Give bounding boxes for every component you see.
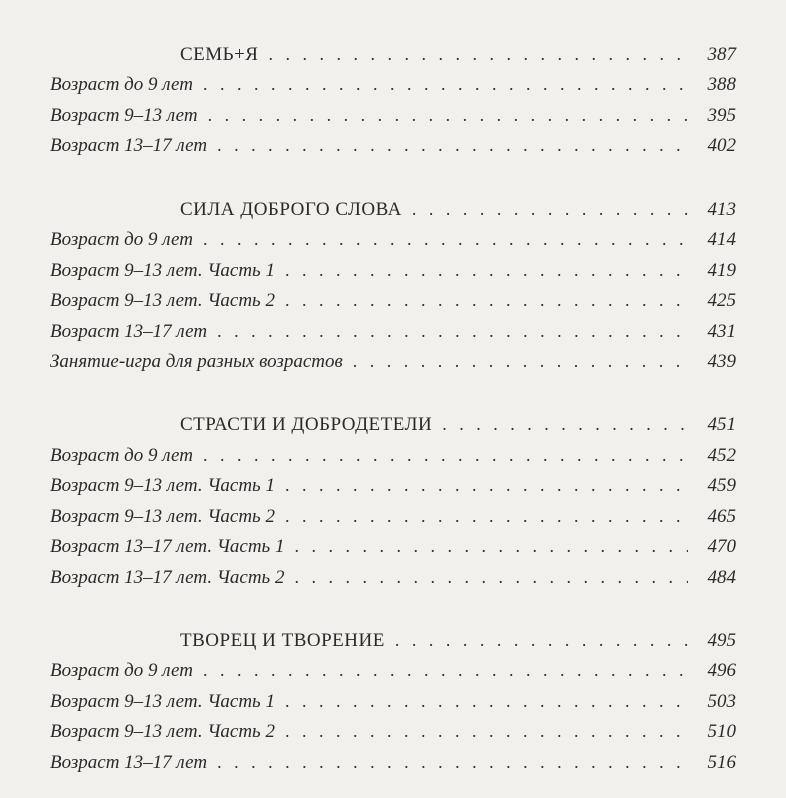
toc-entry-label: Возраст до 9 лет (50, 656, 193, 685)
toc-page-number: 510 (696, 717, 736, 746)
dot-leader: . . . . . . . . . . . . . . . . . . . . … (217, 749, 688, 777)
toc-page-number: 431 (696, 317, 736, 346)
toc-page-number: 419 (696, 256, 736, 285)
toc-page-number: 495 (696, 626, 736, 655)
toc-entry-row: Возраст 13–17 лет . . . . . . . . . . . … (50, 317, 736, 346)
dot-leader: . . . . . . . . . . . . . . . . . . . . … (203, 657, 688, 685)
toc-page-number: 470 (696, 532, 736, 561)
toc-entry-label: Возраст до 9 лет (50, 70, 193, 99)
toc-entry-row: Занятие-игра для разных возрастов . . . … (50, 347, 736, 376)
toc-heading: ТВОРЕЦ И ТВОРЕНИЕ (180, 626, 385, 655)
toc-entry-label: Возраст 13–17 лет (50, 748, 207, 777)
toc-page-number: 414 (696, 225, 736, 254)
dot-leader: . . . . . . . . . . . . . . . . . . . . … (203, 71, 688, 99)
dot-leader: . . . . . . . . . . . . . . . . . . . . … (353, 348, 688, 376)
toc-page: СЕМЬ+Я . . . . . . . . . . . . . . . . .… (0, 0, 786, 798)
toc-entry-label: Возраст до 9 лет (50, 225, 193, 254)
toc-entry-row: Возраст 13–17 лет. Часть 2 . . . . . . .… (50, 563, 736, 592)
dot-leader: . . . . . . . . . . . . . . . . . . . . … (285, 503, 688, 531)
dot-leader: . . . . . . . . . . . . . . . . . . . . … (285, 287, 688, 315)
toc-heading: СТРАСТИ И ДОБРОДЕТЕЛИ (180, 410, 432, 439)
toc-page-number: 388 (696, 70, 736, 99)
dot-leader: . . . . . . . . . . . . . . . . . . . . … (442, 411, 688, 439)
toc-entry-row: Возраст 13–17 лет . . . . . . . . . . . … (50, 748, 736, 777)
toc-entry-row: Возраст 9–13 лет. Часть 1 . . . . . . . … (50, 471, 736, 500)
toc-entry-row: Возраст до 9 лет . . . . . . . . . . . .… (50, 70, 736, 99)
toc-entry-row: Возраст 9–13 лет. Часть 2 . . . . . . . … (50, 286, 736, 315)
toc-entry-label: Возраст 13–17 лет (50, 317, 207, 346)
toc-section: СИЛА ДОБРОГО СЛОВА . . . . . . . . . . .… (50, 195, 736, 377)
dot-leader: . . . . . . . . . . . . . . . . . . . . … (412, 196, 688, 224)
dot-leader: . . . . . . . . . . . . . . . . . . . . … (285, 718, 688, 746)
toc-entry-row: Возраст 13–17 лет . . . . . . . . . . . … (50, 131, 736, 160)
dot-leader: . . . . . . . . . . . . . . . . . . . . … (203, 226, 688, 254)
toc-heading-row: СЕМЬ+Я . . . . . . . . . . . . . . . . .… (50, 40, 736, 69)
toc-page-number: 452 (696, 441, 736, 470)
toc-page-number: 413 (696, 195, 736, 224)
toc-page-number: 387 (696, 40, 736, 69)
dot-leader: . . . . . . . . . . . . . . . . . . . . … (203, 442, 688, 470)
toc-entry-label: Возраст 9–13 лет. Часть 2 (50, 286, 275, 315)
toc-heading: СИЛА ДОБРОГО СЛОВА (180, 195, 402, 224)
toc-page-number: 395 (696, 101, 736, 130)
toc-entry-row: Возраст 9–13 лет. Часть 2 . . . . . . . … (50, 502, 736, 531)
dot-leader: . . . . . . . . . . . . . . . . . . . . … (285, 688, 688, 716)
toc-entry-label: Возраст 9–13 лет. Часть 1 (50, 256, 275, 285)
toc-entry-label: Возраст 9–13 лет. Часть 1 (50, 687, 275, 716)
toc-section: ТВОРЕЦ И ТВОРЕНИЕ . . . . . . . . . . . … (50, 626, 736, 777)
toc-page-number: 459 (696, 471, 736, 500)
toc-entry-label: Возраст 13–17 лет (50, 131, 207, 160)
toc-entry-row: Возраст до 9 лет . . . . . . . . . . . .… (50, 656, 736, 685)
toc-entry-row: Возраст до 9 лет . . . . . . . . . . . .… (50, 441, 736, 470)
toc-entry-row: Возраст 13–17 лет. Часть 1 . . . . . . .… (50, 532, 736, 561)
toc-entry-label: Возраст до 9 лет (50, 441, 193, 470)
toc-page-number: 496 (696, 656, 736, 685)
toc-section: СЕМЬ+Я . . . . . . . . . . . . . . . . .… (50, 40, 736, 161)
toc-page-number: 503 (696, 687, 736, 716)
toc-page-number: 402 (696, 131, 736, 160)
toc-entry-label: Возраст 9–13 лет (50, 101, 198, 130)
dot-leader: . . . . . . . . . . . . . . . . . . . . … (294, 564, 688, 592)
toc-entry-label: Возраст 13–17 лет. Часть 1 (50, 532, 284, 561)
dot-leader: . . . . . . . . . . . . . . . . . . . . … (268, 41, 688, 69)
toc-entry-label: Возраст 13–17 лет. Часть 2 (50, 563, 284, 592)
toc-section: СТРАСТИ И ДОБРОДЕТЕЛИ . . . . . . . . . … (50, 410, 736, 592)
toc-heading-row: СИЛА ДОБРОГО СЛОВА . . . . . . . . . . .… (50, 195, 736, 224)
toc-page-number: 451 (696, 410, 736, 439)
toc-entry-row: Возраст 9–13 лет . . . . . . . . . . . .… (50, 101, 736, 130)
toc-entry-label: Возраст 9–13 лет. Часть 2 (50, 717, 275, 746)
toc-page-number: 484 (696, 563, 736, 592)
toc-entry-row: Возраст 9–13 лет. Часть 1 . . . . . . . … (50, 687, 736, 716)
toc-entry-row: Возраст 9–13 лет. Часть 1 . . . . . . . … (50, 256, 736, 285)
dot-leader: . . . . . . . . . . . . . . . . . . . . … (285, 472, 688, 500)
toc-page-number: 516 (696, 748, 736, 777)
dot-leader: . . . . . . . . . . . . . . . . . . . . … (217, 318, 688, 346)
toc-entry-row: Возраст до 9 лет . . . . . . . . . . . .… (50, 225, 736, 254)
toc-entry-row: Возраст 9–13 лет. Часть 2 . . . . . . . … (50, 717, 736, 746)
dot-leader: . . . . . . . . . . . . . . . . . . . . … (285, 257, 688, 285)
dot-leader: . . . . . . . . . . . . . . . . . . . . … (395, 627, 688, 655)
toc-heading: СЕМЬ+Я (180, 40, 258, 69)
toc-page-number: 425 (696, 286, 736, 315)
toc-page-number: 465 (696, 502, 736, 531)
toc-entry-label: Возраст 9–13 лет. Часть 1 (50, 471, 275, 500)
toc-entry-label: Возраст 9–13 лет. Часть 2 (50, 502, 275, 531)
toc-heading-row: ТВОРЕЦ И ТВОРЕНИЕ . . . . . . . . . . . … (50, 626, 736, 655)
dot-leader: . . . . . . . . . . . . . . . . . . . . … (217, 132, 688, 160)
toc-heading-row: СТРАСТИ И ДОБРОДЕТЕЛИ . . . . . . . . . … (50, 410, 736, 439)
dot-leader: . . . . . . . . . . . . . . . . . . . . … (208, 102, 688, 130)
toc-page-number: 439 (696, 347, 736, 376)
dot-leader: . . . . . . . . . . . . . . . . . . . . … (294, 533, 688, 561)
toc-entry-label: Занятие-игра для разных возрастов (50, 347, 343, 376)
